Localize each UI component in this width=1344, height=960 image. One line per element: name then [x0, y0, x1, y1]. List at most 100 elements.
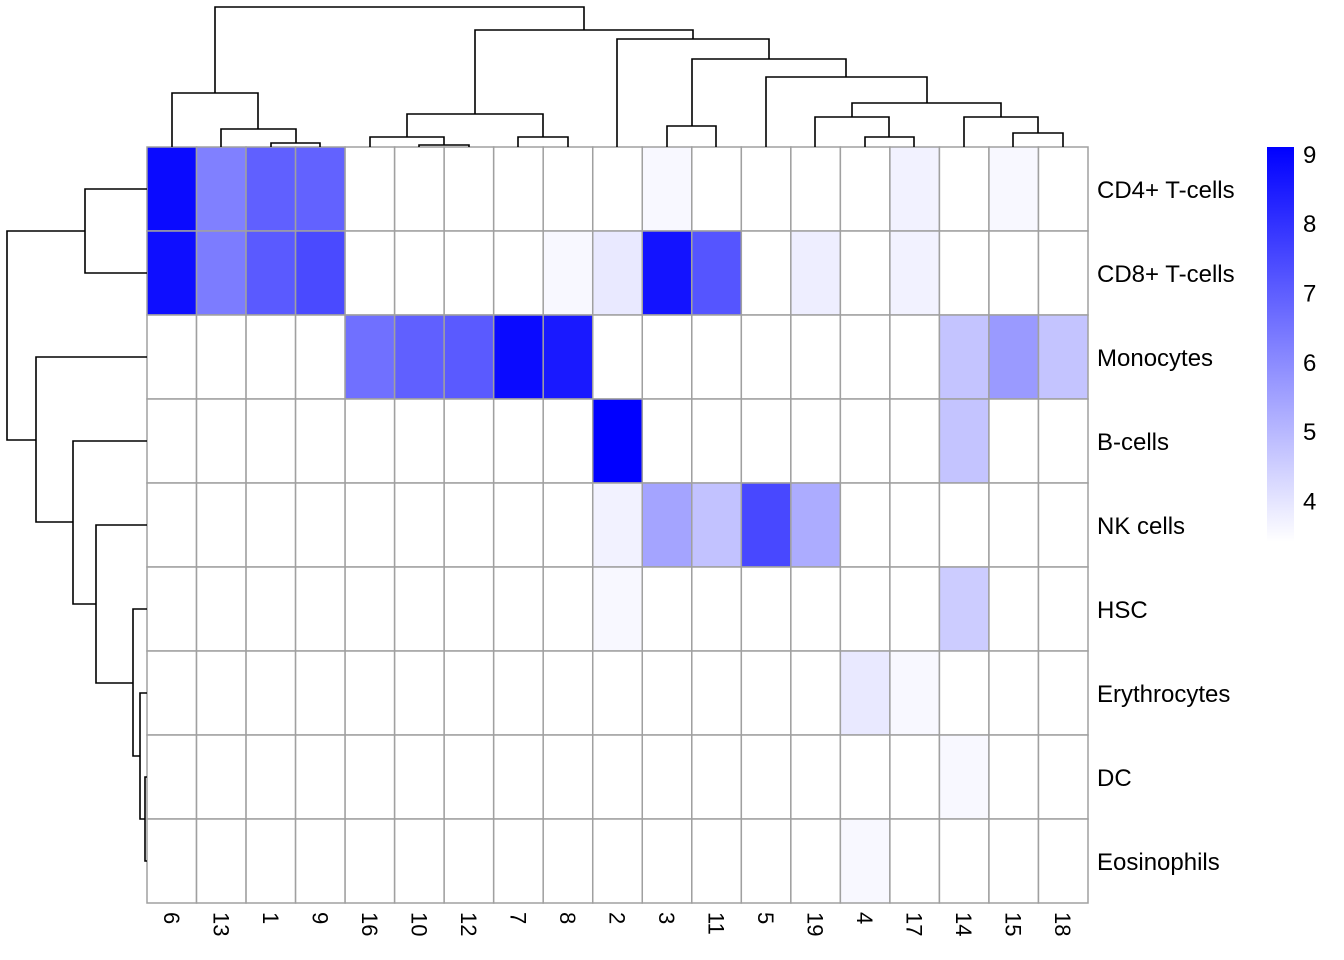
row-label: Monocytes [1097, 345, 1213, 372]
heatmap-cell [691, 398, 743, 484]
heatmap-cell [393, 818, 445, 904]
heatmap-cell [393, 398, 445, 484]
heatmap-cell [245, 398, 297, 484]
heatmap-cell [889, 818, 941, 904]
heatmap-cell [839, 146, 891, 232]
heatmap-cell [641, 314, 693, 400]
heatmap-cell [988, 482, 1040, 568]
heatmap-cell [988, 650, 1040, 736]
heatmap-cell [492, 734, 544, 820]
heatmap-cell [790, 818, 842, 904]
heatmap-cell [542, 818, 594, 904]
heatmap-cell [195, 398, 247, 484]
heatmap-cell [146, 482, 198, 568]
column-label: 14 [951, 912, 976, 936]
column-labels: 6 13 1 9 16 10 12 7 8 2 3 11 5 19 4 17 14 15 18 [159, 912, 1075, 936]
row-dendrogram [6, 188, 147, 862]
column-label: 13 [208, 912, 233, 936]
heatmap-cell [393, 230, 445, 316]
heatmap-cell [889, 230, 941, 316]
heatmap-cell [740, 146, 792, 232]
column-label: 1 [258, 912, 283, 924]
column-label: 5 [753, 912, 778, 924]
heatmap-cell [146, 566, 198, 652]
heatmap-cell [839, 650, 891, 736]
heatmap-cell [393, 146, 445, 232]
heatmap-cell [344, 146, 396, 232]
heatmap-cell [691, 146, 743, 232]
column-label: 17 [902, 912, 927, 936]
heatmap-cell [740, 482, 792, 568]
heatmap-cell [691, 650, 743, 736]
heatmap-cell [294, 482, 346, 568]
legend-tick-label: 8 [1303, 211, 1316, 238]
heatmap-cell [988, 314, 1040, 400]
heatmap-cell [889, 482, 941, 568]
column-label: 4 [852, 912, 877, 924]
heatmap-cell [1037, 734, 1089, 820]
heatmap-cell [393, 482, 445, 568]
heatmap-cell [542, 314, 594, 400]
heatmap-cell [740, 650, 792, 736]
row-label: CD4+ T-cells [1097, 177, 1235, 204]
heatmap-cell [988, 734, 1040, 820]
heatmap-cell [938, 818, 990, 904]
heatmap-cell [245, 650, 297, 736]
column-label: 11 [704, 912, 729, 935]
heatmap-cell [393, 734, 445, 820]
heatmap-cell [294, 818, 346, 904]
heatmap-cell [1037, 818, 1089, 904]
column-label: 6 [159, 912, 184, 924]
heatmap-cell [344, 734, 396, 820]
heatmap-cell [839, 818, 891, 904]
heatmap-cell [641, 818, 693, 904]
heatmap-cell [790, 650, 842, 736]
heatmap-cell [938, 566, 990, 652]
heatmap-cell [294, 566, 346, 652]
heatmap-cell [839, 734, 891, 820]
heatmap-cell [938, 650, 990, 736]
heatmap-cell [591, 482, 644, 568]
heatmap-cell [889, 734, 941, 820]
heatmap-cell [245, 566, 297, 652]
heatmap-cell [443, 230, 495, 316]
heatmap-cell [195, 146, 247, 232]
row-label: DC [1097, 765, 1132, 792]
heatmap-cell [195, 482, 247, 568]
heatmap-cell [542, 146, 594, 232]
heatmap-cell [691, 566, 743, 652]
column-label: 10 [406, 912, 431, 936]
heatmap-cell [988, 146, 1040, 232]
heatmap-cell [988, 230, 1040, 316]
heatmap-cells [146, 146, 1089, 904]
legend-tick-label: 4 [1303, 488, 1316, 515]
heatmap-cell [245, 146, 297, 232]
heatmap-cell [740, 566, 792, 652]
heatmap-cell [1037, 230, 1089, 316]
heatmap-cell [195, 734, 247, 820]
row-label: HSC [1097, 597, 1148, 624]
column-label: 12 [456, 912, 481, 936]
heatmap-cell [790, 566, 842, 652]
heatmap-cell [641, 566, 693, 652]
row-label: Eosinophils [1097, 849, 1220, 876]
column-dendrogram [171, 6, 1064, 147]
heatmap-cell [492, 146, 544, 232]
heatmap-cell [691, 314, 743, 400]
heatmap-cell [790, 734, 842, 820]
heatmap-cell [839, 230, 891, 316]
heatmap-cell [790, 314, 842, 400]
heatmap-cell [294, 734, 346, 820]
heatmap-cell [443, 482, 495, 568]
legend-gradient-bar [1267, 147, 1294, 542]
heatmap-cell [542, 566, 594, 652]
heatmap-cell [988, 566, 1040, 652]
heatmap-cell [294, 314, 346, 400]
heatmap-cell [393, 566, 445, 652]
heatmap-cell [146, 650, 198, 736]
row-label: CD8+ T-cells [1097, 261, 1235, 288]
heatmap-cell [938, 482, 990, 568]
heatmap-cell [591, 734, 644, 820]
heatmap-cell [591, 650, 644, 736]
heatmap-cell [591, 818, 644, 904]
